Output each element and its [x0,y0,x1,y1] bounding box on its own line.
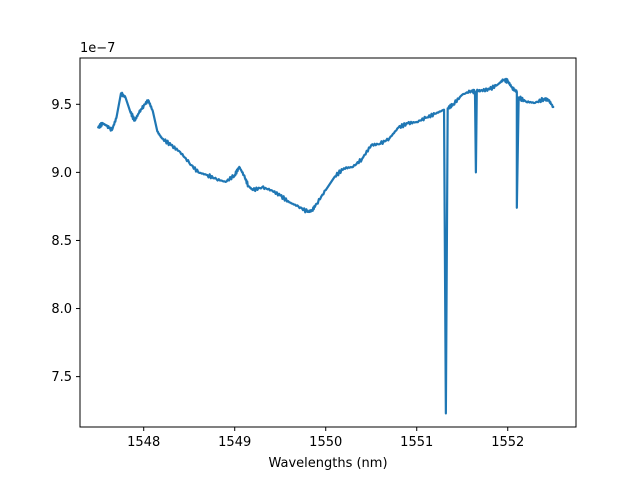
x-axis-label: Wavelengths (nm) [268,456,387,471]
y-tick-label: 8.0 [51,302,72,317]
y-axis: 7.5 8.0 8.5 9.0 9.5 [51,98,80,385]
series-line [97,77,555,415]
x-tick-label: 1550 [309,435,342,450]
y-tick-label: 8.5 [51,234,72,249]
y-offset-text: 1e−7 [80,41,115,56]
y-tick-label: 7.5 [51,370,72,385]
x-tick-label: 1549 [218,435,251,450]
series-layer [97,77,555,415]
x-tick-label: 1551 [400,435,433,450]
plot-frame [79,57,577,428]
y-tick-label: 9.0 [51,166,72,181]
x-tick-label: 1548 [127,435,160,450]
x-tick-label: 1552 [491,435,524,450]
x-axis: 1548 1549 1550 1551 1552 [127,427,524,450]
y-tick-label: 9.5 [51,98,72,113]
